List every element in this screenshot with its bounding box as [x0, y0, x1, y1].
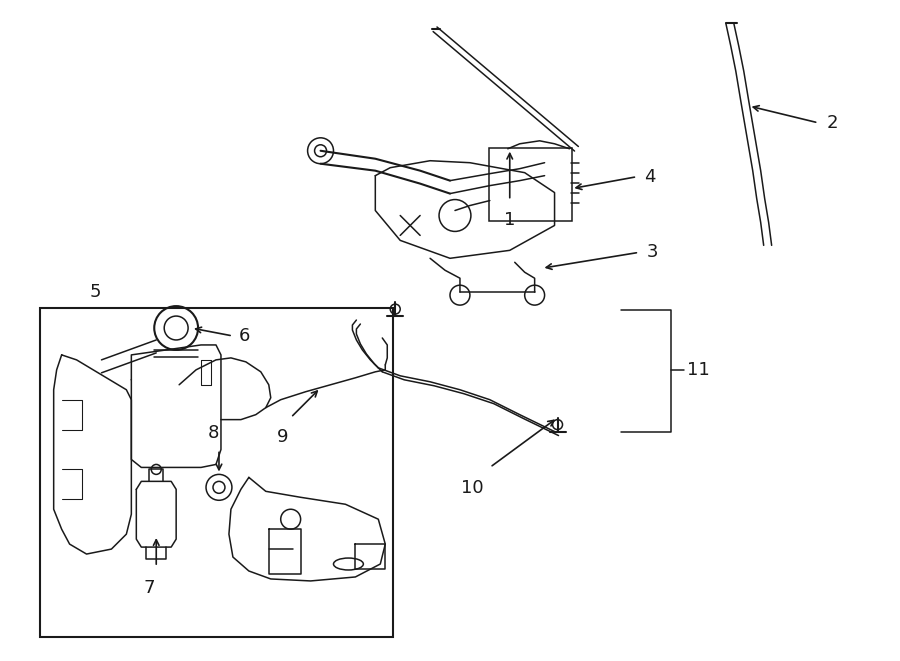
Text: 9: 9: [277, 428, 289, 446]
Text: 1: 1: [504, 210, 516, 229]
Text: 3: 3: [647, 243, 659, 261]
Text: 11: 11: [687, 361, 710, 379]
Bar: [40, 308, 393, 637]
Text: 6: 6: [238, 327, 250, 345]
Text: 7: 7: [143, 579, 155, 597]
Text: 10: 10: [461, 479, 483, 497]
Text: 5: 5: [89, 283, 101, 301]
Text: 4: 4: [644, 168, 656, 186]
Text: 8: 8: [207, 424, 219, 442]
Text: 2: 2: [826, 114, 838, 132]
